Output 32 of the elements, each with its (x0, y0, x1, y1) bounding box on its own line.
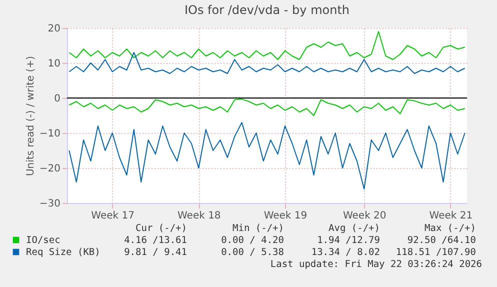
line-series (68, 98, 466, 116)
text: Cur (-/+) (136, 223, 187, 234)
text: 0.00 / 5.38 (221, 247, 284, 258)
text: 92.50 /64.10 (407, 235, 476, 246)
text: Max (-/+) (424, 223, 476, 234)
text: Avg (-/+) (328, 223, 380, 234)
text: 118.51 /107.90 (396, 247, 476, 258)
x-tick-label: Week 21 (429, 210, 473, 222)
y-axis-title: Units read (-) / write (+) (25, 56, 36, 176)
line-series (68, 31, 466, 60)
text: 9.81 / 9.41 (124, 247, 188, 258)
text: 0.00 / 4.20 (221, 235, 284, 246)
y-tick-label: −30 (39, 198, 60, 210)
text: Min (-/+) (232, 223, 284, 234)
legend-label: Req Size (KB) (26, 247, 100, 258)
x-tick-label: Week 20 (342, 210, 386, 222)
y-tick-label: −10 (39, 128, 60, 140)
text: 13.34 / 8.02 (311, 247, 380, 258)
legend-label: IO/sec (26, 235, 60, 246)
line-series (68, 122, 466, 190)
text: 1.94 /12.79 (317, 235, 380, 246)
y-tick-label: 20 (48, 24, 60, 34)
line-series (68, 52, 466, 74)
chart-title: IOs for /dev/vda - by month (184, 3, 350, 17)
y-tick-label: 0 (54, 94, 60, 104)
x-tick-label: Week 18 (178, 210, 221, 222)
y-tick-label: −20 (39, 164, 60, 174)
y-tick-label: 10 (48, 58, 60, 70)
text: Last update: Fri May 22 03:26:24 2026 (270, 259, 482, 270)
x-tick-label: Week 19 (264, 210, 308, 222)
x-tick-label: Week 17 (91, 210, 134, 222)
text: 4.16 /13.61 (124, 235, 188, 246)
